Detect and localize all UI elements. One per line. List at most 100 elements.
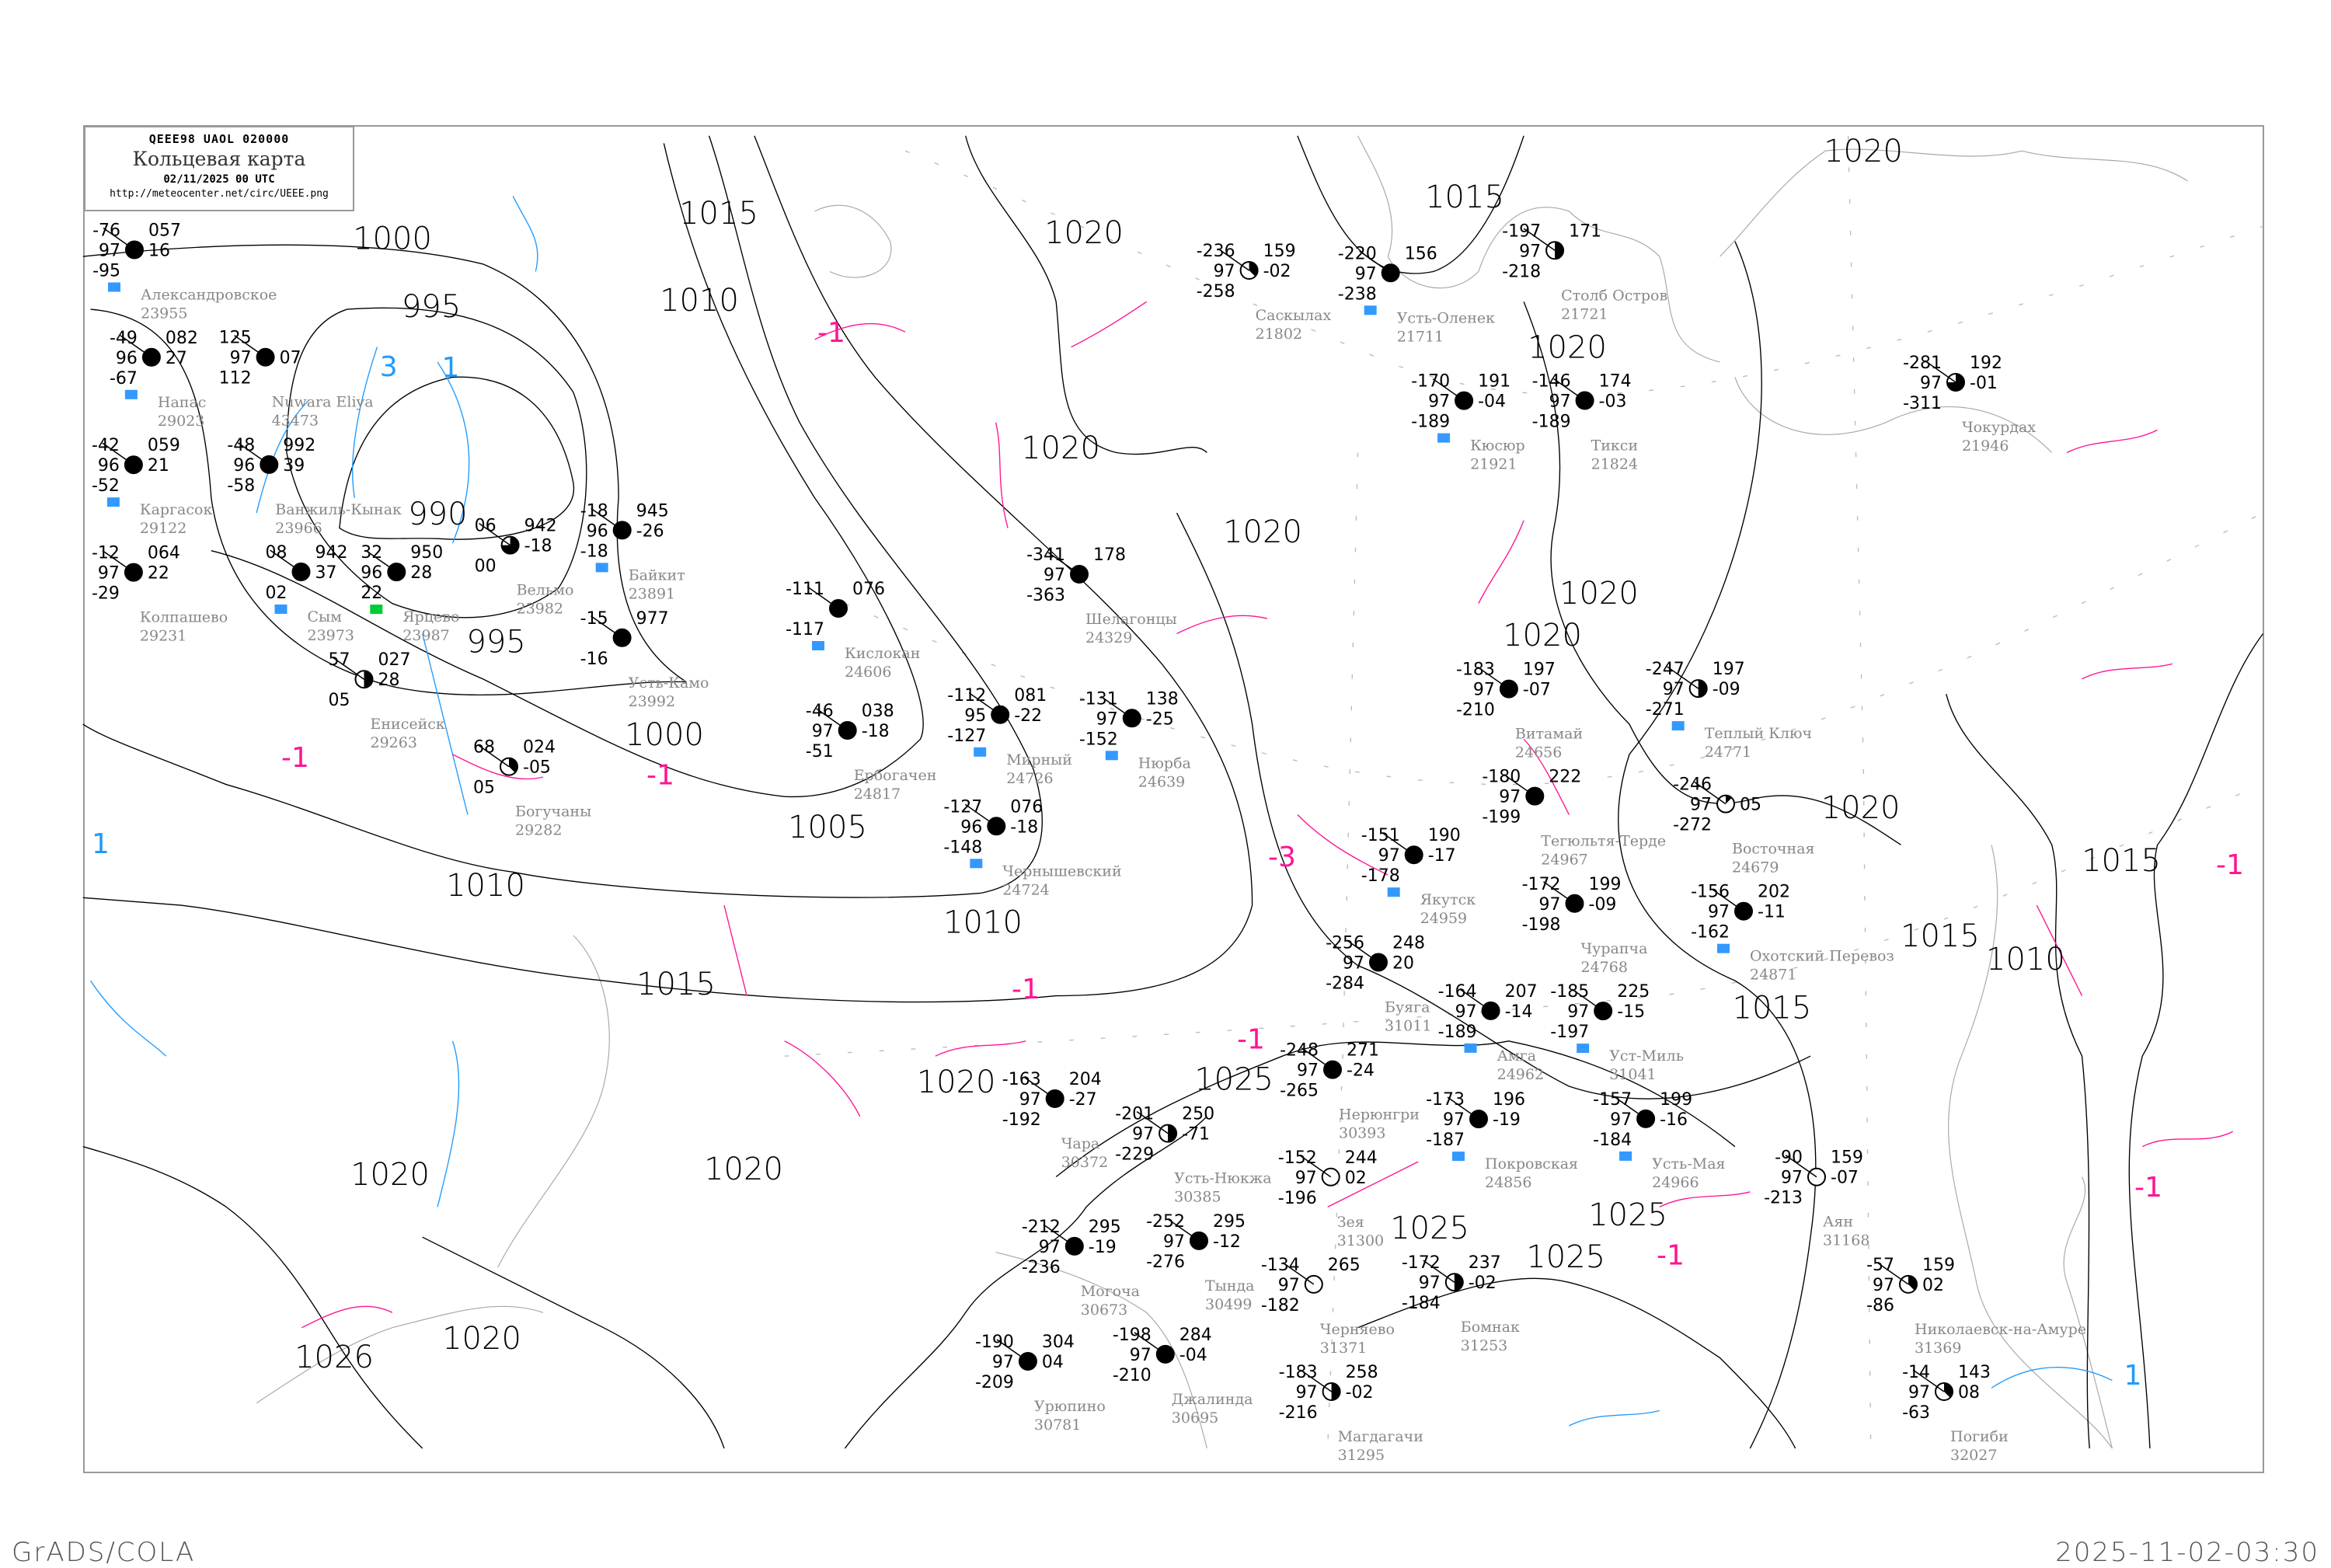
wind-barb-icon xyxy=(237,442,270,465)
wind-barb-icon xyxy=(591,507,623,531)
station-dewpoint: -184 xyxy=(1593,1131,1632,1150)
isobar-label: 1020 xyxy=(1021,430,1100,466)
station-dewpoint: -189 xyxy=(1411,413,1450,432)
isobar-label: 995 xyxy=(402,289,461,325)
station-pressure-tendency: 02 xyxy=(1345,1169,1367,1188)
station-pressure-tendency: -26 xyxy=(636,521,664,541)
station-dewpoint: 05 xyxy=(329,691,350,710)
station-dewpoint: 00 xyxy=(475,557,497,577)
isotherm-label: -1 xyxy=(817,317,845,349)
station-pressure-tendency: -04 xyxy=(1179,1346,1207,1365)
station-dewpoint: 02 xyxy=(266,584,287,603)
station-id: 29231 xyxy=(140,628,186,645)
wind-barb-icon xyxy=(964,803,997,827)
station-temperature: -157 xyxy=(1593,1090,1632,1110)
isobars xyxy=(82,135,2264,1449)
isobar-label: 1025 xyxy=(1390,1211,1469,1246)
station-pressure-tendency: -25 xyxy=(1146,709,1174,729)
station-visibility: 97 xyxy=(1278,1276,1300,1295)
station-pressure-tendency: 21 xyxy=(148,456,169,476)
station-dewpoint: -218 xyxy=(1502,262,1541,281)
station-pressure: 027 xyxy=(378,650,411,670)
ground-state-marker xyxy=(1387,887,1400,897)
station-temperature: -134 xyxy=(1261,1256,1300,1275)
station-dewpoint: -284 xyxy=(1326,974,1364,994)
cloud-fill xyxy=(1944,1383,1953,1398)
station-dewpoint: -52 xyxy=(92,476,120,496)
station-name: Чернышевский xyxy=(1002,862,1121,880)
source-url[interactable]: http://meteocenter.net/circ/UEEE.png xyxy=(110,188,329,200)
isotherm-label: -1 xyxy=(2216,849,2244,881)
station-pressure-tendency: -27 xyxy=(1069,1090,1097,1110)
station-name: Витамай xyxy=(1515,726,1583,743)
station-temperature: -170 xyxy=(1411,372,1450,392)
station-name: Усть-Оленек xyxy=(1397,309,1495,326)
isotherm-label: 1 xyxy=(92,828,110,860)
station-id: 23987 xyxy=(402,627,449,644)
station-pressure-tendency: 39 xyxy=(283,456,305,476)
station-dewpoint: -197 xyxy=(1550,1023,1589,1042)
station-name: Чурапча xyxy=(1581,940,1648,957)
station-name: Буяга xyxy=(1385,999,1430,1016)
station-name: Кюсюр xyxy=(1470,437,1525,455)
station-plot[interactable]: -111 -117 076 Кислокан 24606 xyxy=(786,580,920,681)
station-id: 31041 xyxy=(1609,1066,1656,1083)
station-pressure-tendency: 16 xyxy=(148,242,170,261)
wind-barb-icon xyxy=(477,744,510,768)
ground-state-marker xyxy=(108,282,120,292)
station-pressure-tendency: -19 xyxy=(1493,1110,1521,1130)
wind-barb-icon xyxy=(1167,1218,1200,1242)
ground-state-marker xyxy=(812,641,824,650)
